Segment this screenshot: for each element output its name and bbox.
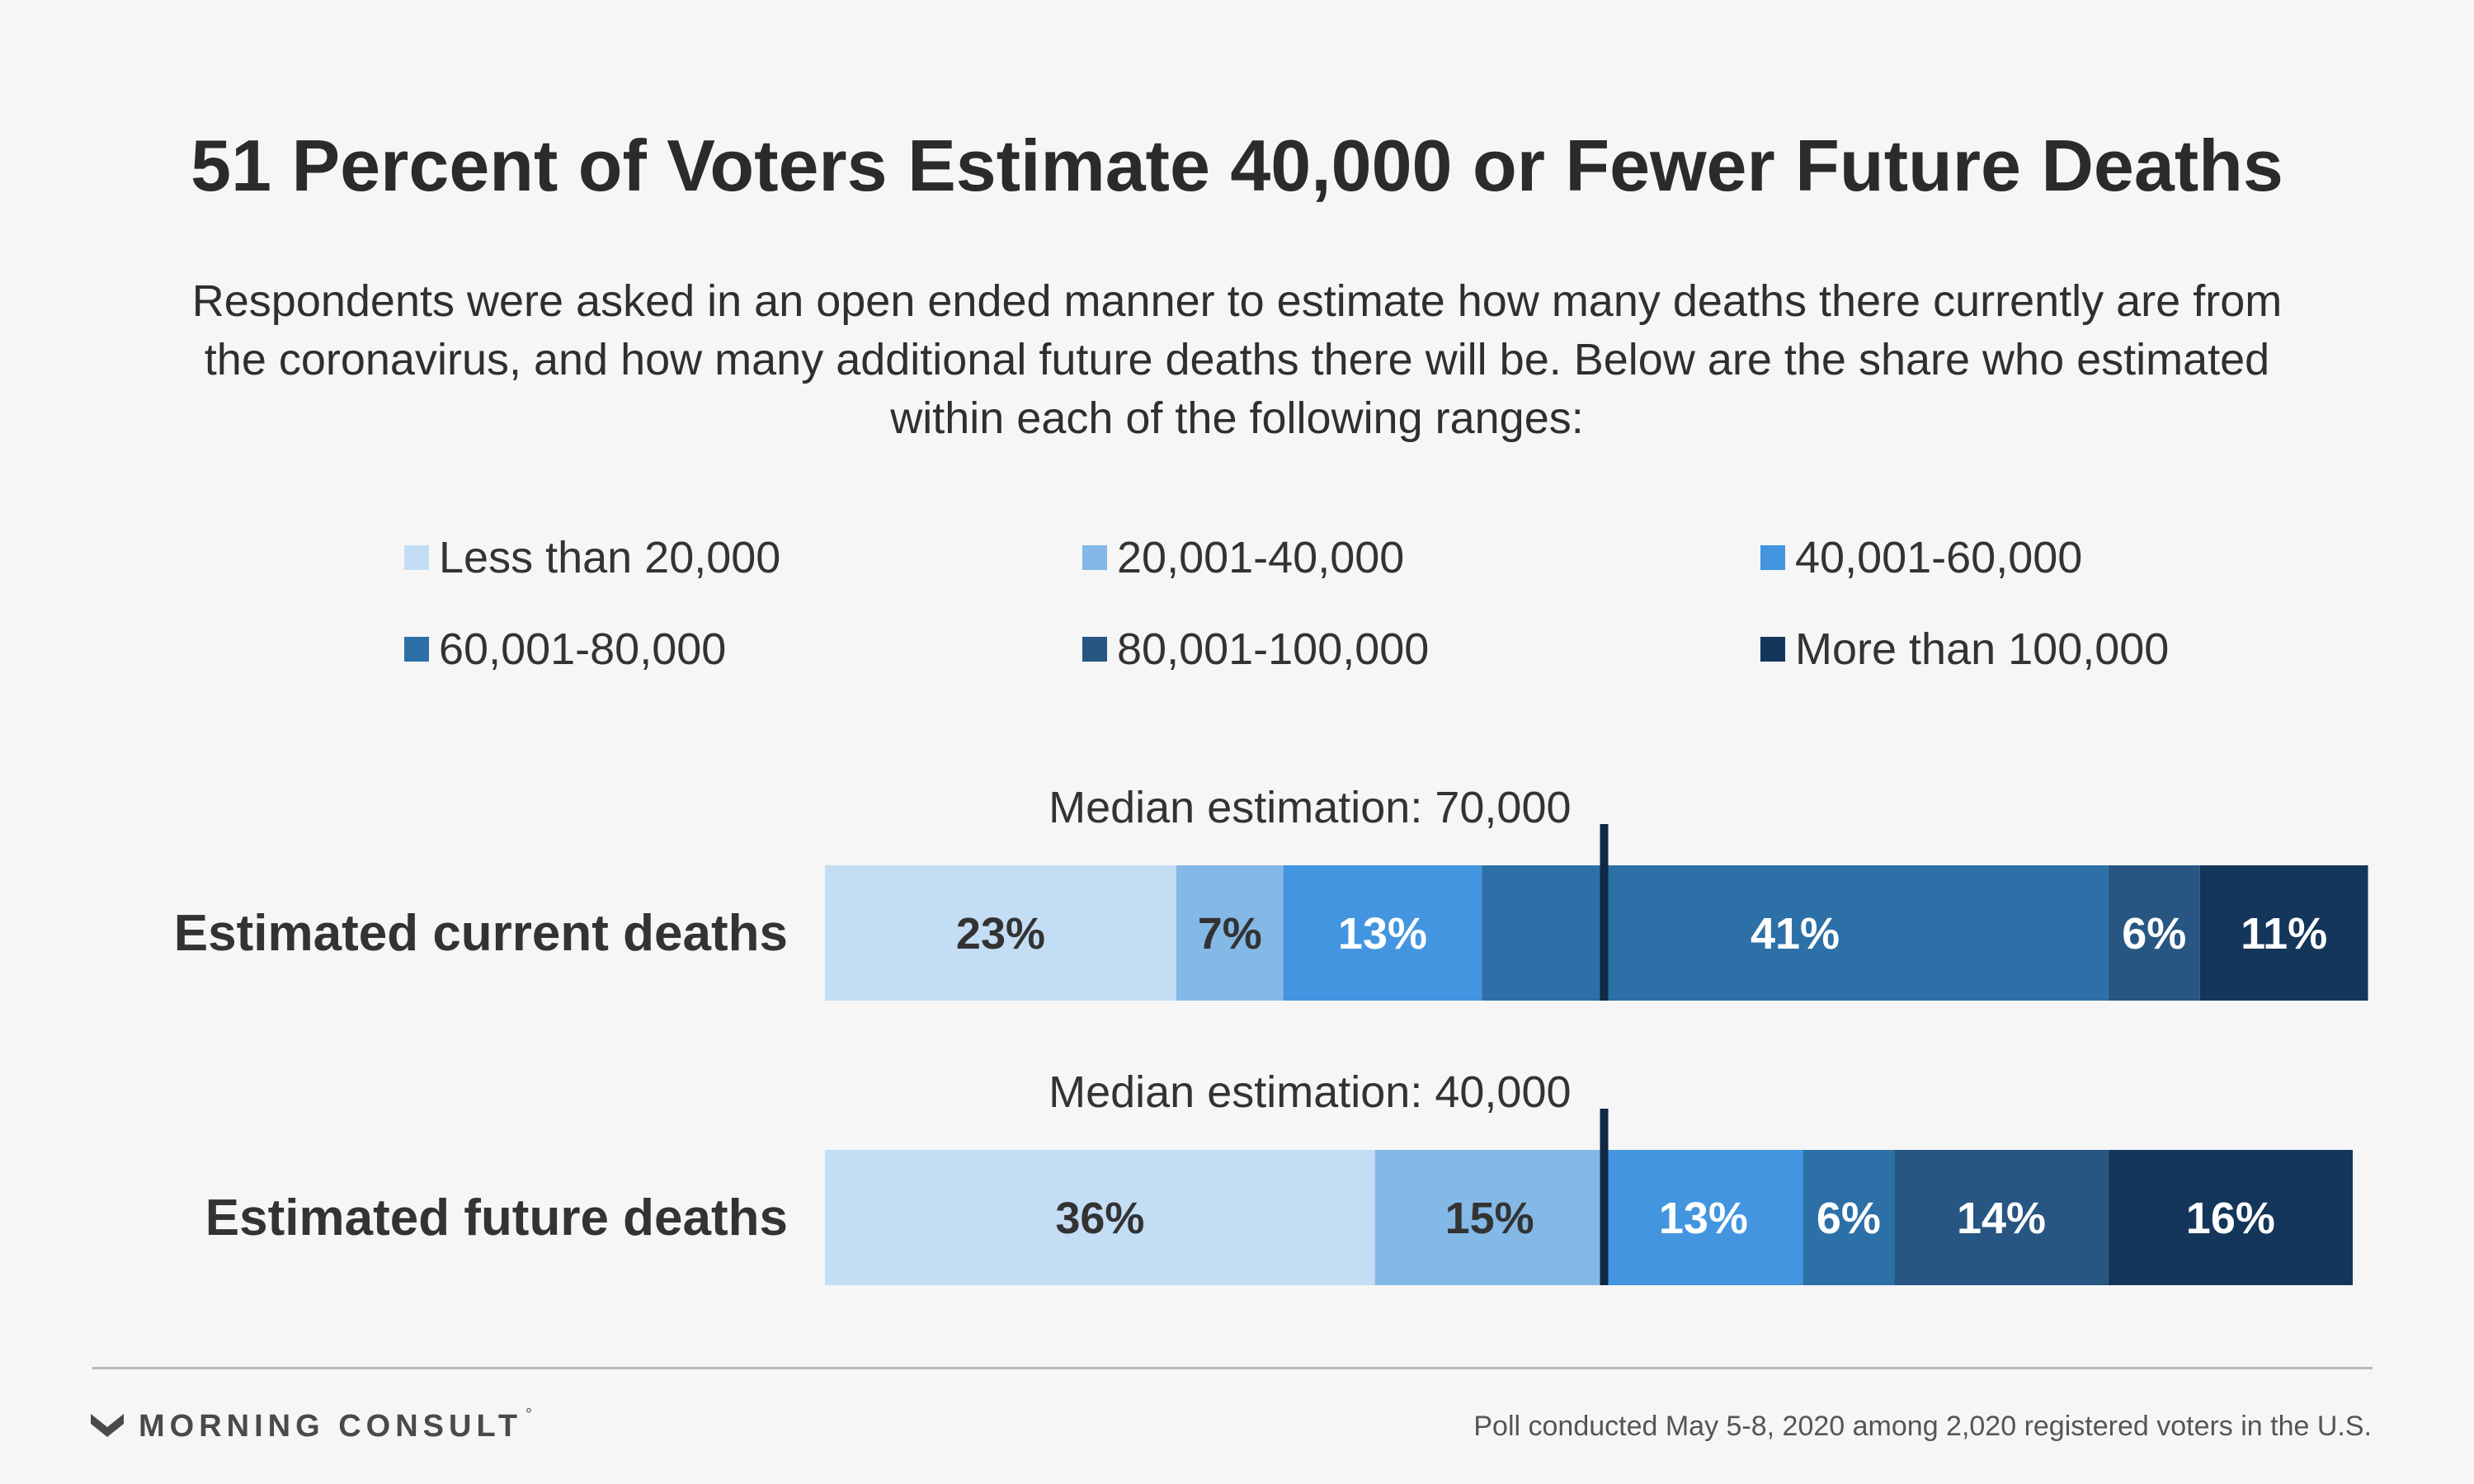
legend-label: Less than 20,000 (439, 533, 781, 582)
bar-segment (1482, 865, 2109, 1001)
bar-segment (1604, 1150, 1803, 1285)
bar-segment (825, 1150, 1375, 1285)
bar-segment (1802, 1150, 1895, 1285)
legend-item-40001-60000: 40,001-60,000 (1760, 532, 2082, 583)
source-note: Poll conducted May 5-8, 2020 among 2,020… (1473, 1411, 2372, 1442)
legend-item-20001-40000: 20,001-40,000 (1082, 532, 1404, 583)
data-label: 13% (1338, 909, 1427, 959)
data-label: 23% (956, 909, 1045, 959)
legend-swatch (1082, 545, 1107, 570)
legend-swatch (404, 637, 429, 662)
legend-swatch (404, 545, 429, 570)
legend-label: 20,001-40,000 (1117, 533, 1405, 582)
bar-segment (1283, 865, 1482, 1001)
footer-divider (92, 1367, 2373, 1369)
data-label: 16% (2186, 1194, 2275, 1243)
median-label: Median estimation: 40,000 (1049, 1067, 1571, 1117)
legend-swatch (1082, 637, 1107, 662)
data-label: 15% (1445, 1194, 1534, 1243)
legend-swatch (1760, 637, 1785, 662)
data-label: 6% (1817, 1194, 1881, 1243)
data-label: 7% (1198, 909, 1262, 959)
legend-label: 60,001-80,000 (439, 624, 727, 674)
data-label: 14% (1957, 1194, 2046, 1243)
legend-item-more-than-100000: More than 100,000 (1760, 624, 2169, 675)
category-label: Estimated current deaths (174, 905, 788, 962)
legend-item-less-than-20000: Less than 20,000 (404, 532, 780, 583)
bar-segment (2199, 865, 2368, 1001)
bar-segment (1374, 1150, 1605, 1285)
legend-label: More than 100,000 (1795, 624, 2170, 674)
data-label: 11% (2241, 909, 2327, 959)
chart-title: 51 Percent of Voters Estimate 40,000 or … (191, 125, 2283, 206)
bar-segment (2108, 865, 2200, 1001)
morning-consult-logo-icon (91, 1413, 124, 1437)
data-label: 6% (2122, 909, 2186, 959)
legend-swatch (1760, 545, 1785, 570)
legend-item-60001-80000: 60,001-80,000 (404, 624, 726, 675)
data-label: 36% (1055, 1194, 1144, 1243)
bar-segment (825, 865, 1176, 1001)
bar-segment (2108, 1150, 2353, 1285)
brand-name: MORNING CONSULT (139, 1409, 523, 1444)
median-label: Median estimation: 70,000 (1049, 783, 1571, 832)
legend-label: 80,001-100,000 (1117, 624, 1430, 674)
data-label: 41% (1751, 909, 1840, 959)
chart-subtitle: Respondents were asked in an open ended … (191, 276, 2283, 443)
data-label: 13% (1659, 1194, 1748, 1243)
legend-label: 40,001-60,000 (1795, 533, 2083, 582)
median-marker (1600, 824, 1609, 1001)
bar-segment (1894, 1150, 2109, 1285)
legend-item-80001-100000: 80,001-100,000 (1082, 624, 1429, 675)
bar-segment (1176, 865, 1284, 1001)
category-label: Estimated future deaths (205, 1190, 788, 1246)
brand-trademark: ° (525, 1406, 533, 1424)
median-marker (1600, 1109, 1609, 1285)
brand-logo: MORNING CONSULT ° (89, 1406, 533, 1444)
